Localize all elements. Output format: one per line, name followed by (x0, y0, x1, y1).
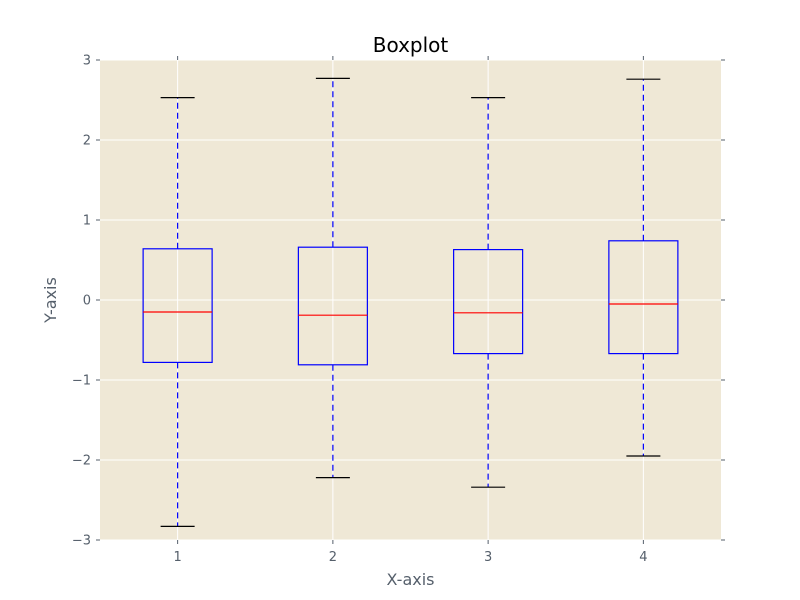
x-tick-label: 1 (173, 550, 181, 565)
x-tick-label: 3 (484, 550, 492, 565)
x-axis-label: X-axis (387, 570, 435, 589)
boxes (142, 77, 679, 528)
y-tick-label: 3 (83, 54, 91, 69)
y-tick-label: 1 (83, 214, 91, 229)
box (142, 248, 213, 364)
box (297, 246, 368, 366)
box-group-3 (453, 96, 524, 488)
box (453, 249, 524, 355)
y-tick-label: −3 (72, 534, 91, 549)
x-tick-label: 2 (329, 550, 337, 565)
axis-ticks: 3 2 1 0 −1 −2 −3 1 2 3 4 (72, 54, 725, 565)
box-group-4 (608, 78, 679, 457)
chart-title: Boxplot (373, 33, 449, 57)
grid-lines (100, 59, 721, 541)
y-tick-label: 0 (83, 294, 91, 309)
y-tick-label: −1 (72, 374, 91, 389)
y-tick-label: 2 (83, 134, 91, 149)
x-tick-label: 4 (639, 550, 647, 565)
box-group-2 (297, 77, 368, 479)
box (608, 240, 679, 355)
y-tick-label: −2 (72, 454, 91, 469)
box-group-1 (142, 96, 213, 528)
y-axis-label: Y-axis (41, 277, 60, 324)
